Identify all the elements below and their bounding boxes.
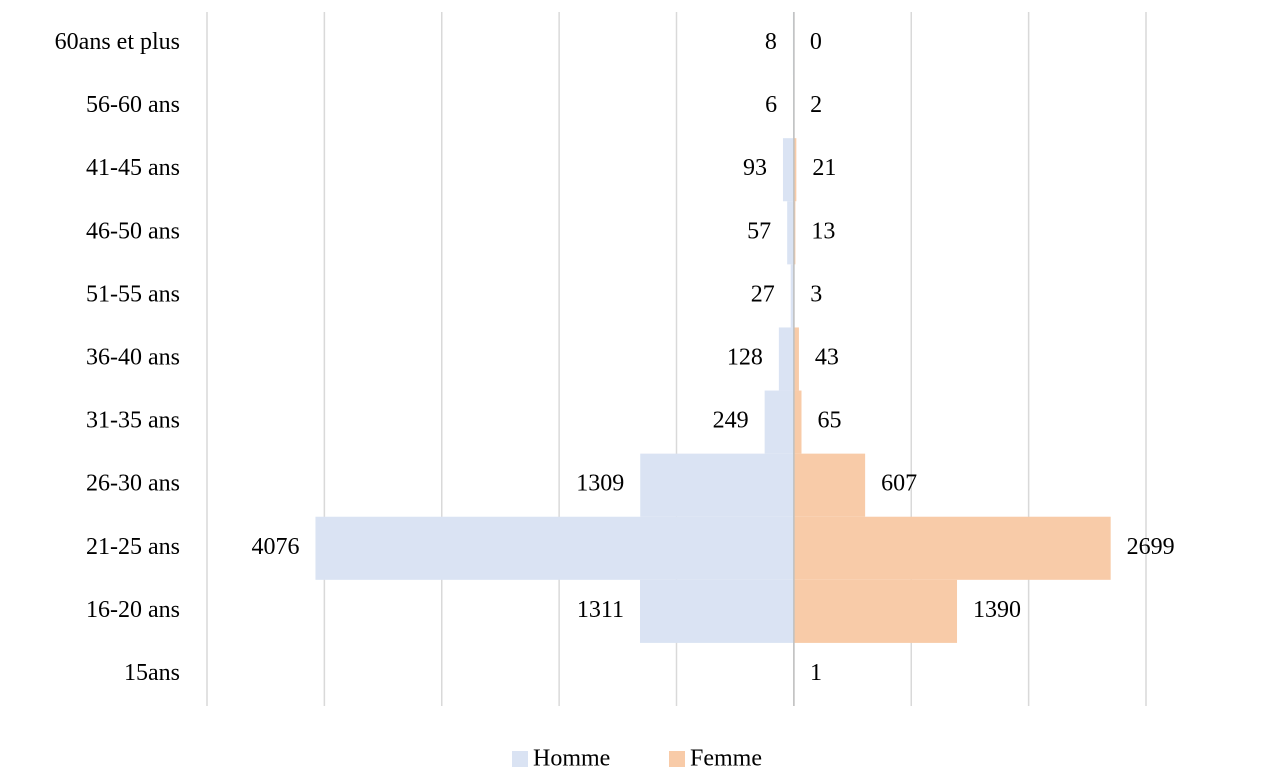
y-tick-label: 31-35 ans xyxy=(86,408,180,434)
data-label: 21 xyxy=(812,155,836,181)
bar xyxy=(793,390,802,454)
bar xyxy=(793,327,799,391)
data-label: 2 xyxy=(810,92,822,118)
data-label: 249 xyxy=(713,408,749,434)
y-tick-label: 15ans xyxy=(124,660,180,686)
bar xyxy=(764,390,794,454)
y-tick-label: 16-20 ans xyxy=(86,597,180,623)
legend-swatch xyxy=(669,751,685,767)
data-label: 1 xyxy=(810,660,822,686)
data-label: 65 xyxy=(818,408,842,434)
data-label: 57 xyxy=(747,218,771,244)
data-label: 8 xyxy=(765,29,777,55)
data-label: 607 xyxy=(881,471,917,497)
y-tick-label: 36-40 ans xyxy=(86,345,180,371)
y-tick-label: 51-55 ans xyxy=(86,281,180,307)
y-tick-label: 60ans et plus xyxy=(55,29,180,55)
data-label: 6 xyxy=(765,92,777,118)
bar xyxy=(782,138,794,202)
legend-swatch xyxy=(512,751,528,767)
y-tick-label: 41-45 ans xyxy=(86,155,180,181)
bar xyxy=(793,516,1111,580)
data-label: 128 xyxy=(727,345,763,371)
y-tick-label: 26-30 ans xyxy=(86,471,180,497)
bar xyxy=(793,138,797,202)
data-label: 1311 xyxy=(577,597,624,623)
bar xyxy=(639,579,794,643)
data-label: 4076 xyxy=(251,534,299,560)
bar xyxy=(790,264,794,328)
y-tick-label: 56-60 ans xyxy=(86,92,180,118)
y-tick-label: 21-25 ans xyxy=(86,534,180,560)
bar xyxy=(778,327,794,391)
data-label: 1390 xyxy=(973,597,1021,623)
bar xyxy=(793,453,866,517)
bar xyxy=(640,453,794,517)
y-tick-label: 46-50 ans xyxy=(86,218,180,244)
data-label: 43 xyxy=(815,345,839,371)
data-label: 0 xyxy=(810,29,822,55)
bar xyxy=(793,201,796,265)
bar xyxy=(787,201,794,265)
data-label: 1309 xyxy=(576,471,624,497)
data-label: 2699 xyxy=(1127,534,1175,560)
data-label: 13 xyxy=(811,218,835,244)
data-label: 3 xyxy=(810,281,822,307)
legend-label: Homme xyxy=(533,746,610,769)
legend-label: Femme xyxy=(690,746,762,769)
bar xyxy=(793,579,958,643)
data-label: 93 xyxy=(743,155,767,181)
bar xyxy=(315,516,794,580)
data-label: 27 xyxy=(751,281,775,307)
